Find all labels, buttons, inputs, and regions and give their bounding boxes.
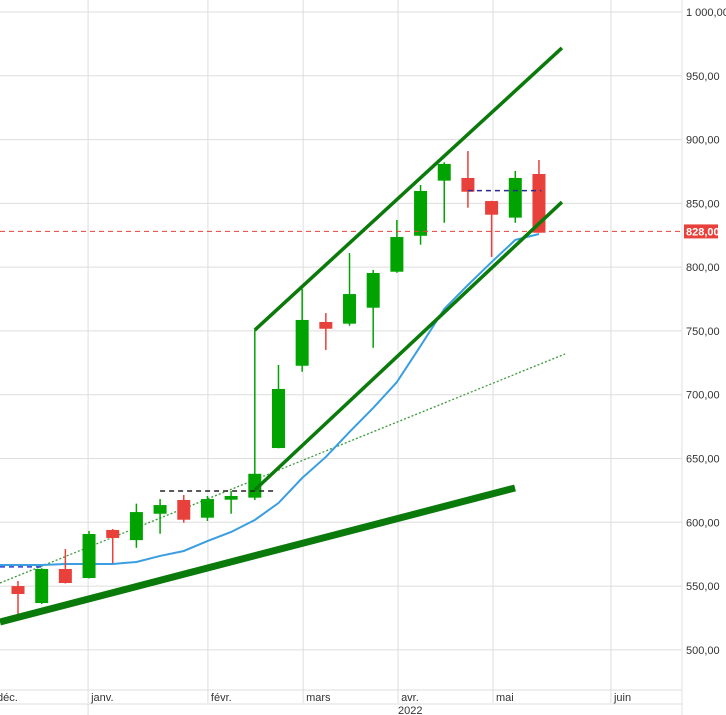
y-tick-label: 1 000,00 — [686, 7, 726, 19]
candle-up — [129, 512, 143, 541]
trendline — [253, 46, 564, 332]
y-tick-label: 550,00 — [686, 581, 720, 593]
candle-down — [106, 529, 120, 538]
candle-up — [437, 163, 451, 181]
candle-up — [200, 499, 214, 518]
x-month-label: juin — [613, 692, 631, 704]
y-tick-label: 600,00 — [686, 517, 720, 529]
candles-layer — [11, 151, 546, 616]
x-month-label: mars — [306, 692, 331, 704]
candle-up — [414, 190, 428, 236]
last-price-label: 828,00 — [686, 226, 720, 238]
candle-down — [485, 201, 499, 215]
candle-up — [390, 237, 404, 272]
candle-down — [319, 321, 333, 329]
y-tick-label: 650,00 — [686, 453, 720, 465]
y-tick-label: 850,00 — [686, 198, 720, 210]
candle-up — [366, 273, 380, 308]
x-year-label: 2022 — [398, 705, 422, 715]
candle-down — [532, 174, 546, 233]
x-month-label: janv. — [90, 692, 113, 704]
y-tick-label: 900,00 — [686, 135, 720, 147]
candle-up — [82, 534, 96, 579]
candle-up — [271, 388, 285, 449]
trendlines-layer — [0, 46, 682, 626]
candle-down — [461, 177, 475, 192]
candle-up — [153, 505, 167, 514]
trendline — [253, 200, 564, 492]
x-month-label: avr. — [401, 692, 419, 704]
candle-up — [224, 496, 238, 500]
candle-up — [295, 319, 309, 366]
trendline — [0, 484, 516, 626]
y-tick-label: 750,00 — [686, 326, 720, 338]
candle-down — [177, 499, 191, 520]
y-tick-label: 700,00 — [686, 390, 720, 402]
candle-up — [343, 294, 357, 324]
candle-down — [58, 568, 72, 584]
candle-up — [508, 177, 522, 218]
x-month-label: mai — [496, 692, 514, 704]
candle-down — [11, 586, 25, 594]
y-tick-label: 950,00 — [686, 71, 720, 83]
candle-up — [35, 568, 49, 604]
last-price-badge — [684, 224, 718, 239]
x-month-label: févr. — [211, 692, 232, 704]
moving-average-layer — [0, 233, 540, 567]
y-tick-label: 800,00 — [686, 262, 720, 274]
moving-average-line — [0, 233, 540, 567]
y-tick-label: 500,00 — [686, 645, 720, 657]
x-month-label: déc. — [0, 692, 18, 704]
